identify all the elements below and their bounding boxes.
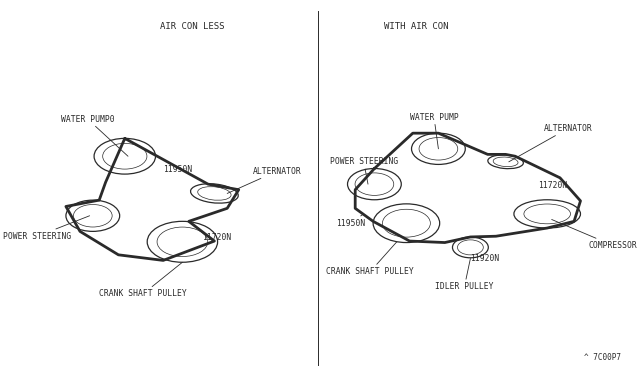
Text: POWER STEERING: POWER STEERING — [330, 157, 398, 184]
Text: CRANK SHAFT PULLEY: CRANK SHAFT PULLEY — [99, 262, 187, 298]
Text: WATER PUMP0: WATER PUMP0 — [61, 115, 128, 156]
Text: COMPRESSOR: COMPRESSOR — [552, 219, 637, 250]
Text: 11950N: 11950N — [163, 165, 193, 174]
Text: WITH AIR CON: WITH AIR CON — [384, 22, 449, 31]
Text: CRANK SHAFT PULLEY: CRANK SHAFT PULLEY — [326, 242, 414, 276]
Text: 11920N: 11920N — [470, 254, 500, 263]
Text: ^ 7C00P7: ^ 7C00P7 — [584, 353, 621, 362]
Text: WATER PUMP: WATER PUMP — [410, 113, 458, 149]
Text: ALTERNATOR: ALTERNATOR — [509, 124, 593, 162]
Text: 11950N: 11950N — [336, 214, 365, 228]
Text: IDLER PULLEY: IDLER PULLEY — [435, 259, 493, 291]
Text: AIR CON LESS: AIR CON LESS — [160, 22, 224, 31]
Text: ALTERNATOR: ALTERNATOR — [227, 167, 301, 193]
Text: POWER STEERING: POWER STEERING — [3, 216, 90, 241]
Text: 11720N: 11720N — [538, 182, 567, 190]
Text: 11720N: 11720N — [202, 233, 231, 242]
